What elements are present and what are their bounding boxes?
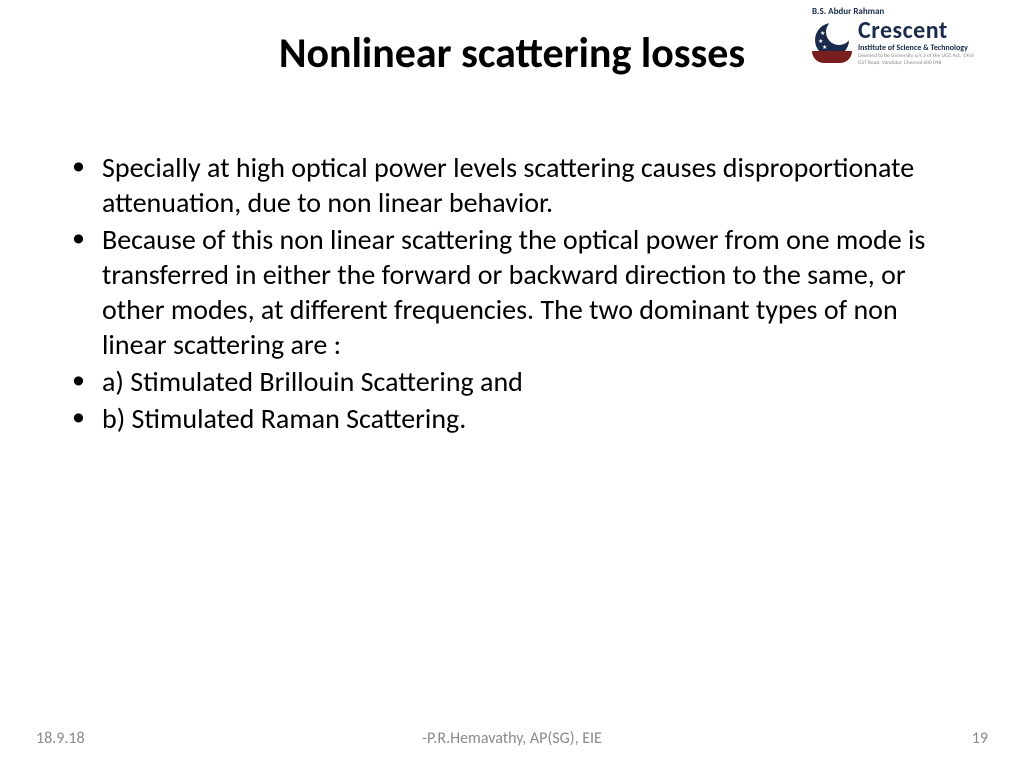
- list-item: Specially at high optical power levels s…: [66, 150, 964, 220]
- footer-page-number: 19: [972, 729, 988, 748]
- list-item: Because of this non linear scattering th…: [66, 222, 964, 362]
- footer-author: -P.R.Hemavathy, AP(SG), EIE: [422, 729, 602, 748]
- list-item: b) Stimulated Raman Scattering.: [66, 401, 964, 436]
- list-item: a) Stimulated Brillouin Scattering and: [66, 364, 964, 399]
- slide: B.S. Abdur Rahman ★ ★ ★ ★ Crescent Insti…: [0, 0, 1024, 768]
- bullet-list: Specially at high optical power levels s…: [66, 150, 964, 436]
- slide-title: Nonlinear scattering losses: [0, 28, 1024, 79]
- slide-footer: 18.9.18 -P.R.Hemavathy, AP(SG), EIE 19: [0, 729, 1024, 748]
- footer-date: 18.9.18: [36, 729, 85, 748]
- slide-body: Specially at high optical power levels s…: [66, 150, 964, 438]
